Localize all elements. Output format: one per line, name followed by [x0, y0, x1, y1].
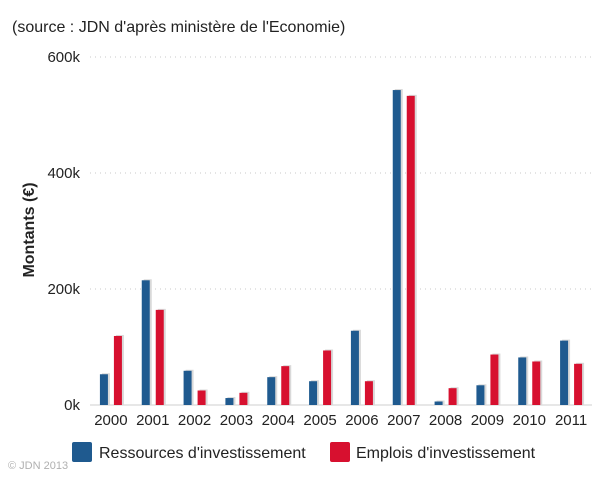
bar-ressources-2002 [183, 370, 192, 405]
x-tick-labels: 2000 2001 2002 2003 2004 2005 2006 2007 2008 2009… [94, 412, 587, 429]
legend: Ressources d'investissement Emplois d'inv… [72, 442, 536, 462]
x-tick-label: 2007 [387, 412, 420, 429]
bar-ressources-2007 [392, 90, 401, 405]
bar-emplois-2002 [197, 390, 206, 405]
legend-swatch [330, 442, 350, 462]
bar-emplois-2000 [113, 335, 122, 405]
x-tick-label: 2006 [345, 412, 378, 429]
y-tick-labels: 0k 200k 400k 600k [47, 49, 80, 414]
bar-ressources-2011 [560, 340, 569, 405]
x-tick-label: 2000 [94, 412, 127, 429]
x-tick-label: 2002 [178, 412, 211, 429]
bar-emplois-2001 [155, 309, 164, 405]
bar-ressources-2009 [476, 385, 485, 405]
bar-ressources-2000 [99, 374, 108, 405]
y-tick-label: 200k [47, 281, 80, 298]
bar-ressources-2005 [309, 381, 318, 405]
bar-emplois-2010 [532, 361, 541, 405]
x-tick-label: 2001 [136, 412, 169, 429]
x-tick-label: 2009 [471, 412, 504, 429]
bar-emplois-2007 [406, 95, 415, 406]
bar-emplois-2004 [281, 366, 290, 405]
x-tick-label: 2010 [513, 412, 546, 429]
x-tick-label: 2004 [262, 412, 295, 429]
y-tick-label: 600k [47, 49, 80, 66]
x-tick-label: 2003 [220, 412, 253, 429]
bar-ressources-2006 [350, 330, 359, 405]
legend-label: Emplois d'investissement [356, 445, 536, 462]
legend-label: Ressources d'investissement [99, 445, 306, 462]
bar-emplois-2003 [239, 392, 248, 405]
bar-emplois-2005 [323, 350, 332, 405]
bar-emplois-2008 [448, 388, 457, 405]
legend-swatch [72, 442, 92, 462]
gridlines [90, 56, 592, 406]
bar-emplois-2009 [490, 354, 499, 405]
bar-ressources-2004 [267, 377, 276, 405]
x-tick-label: 2008 [429, 412, 462, 429]
y-tick-label: 0k [64, 397, 80, 414]
bar-ressources-2001 [141, 280, 150, 405]
x-tick-label: 2005 [303, 412, 336, 429]
bar-emplois-2011 [574, 363, 583, 405]
y-axis-label: Montants (€) [21, 182, 38, 277]
bar-ressources-2008 [434, 401, 443, 405]
bar-ressources-2003 [225, 398, 234, 405]
bars [99, 89, 585, 406]
chart-subtitle: (source : JDN d'après ministère de l'Eco… [12, 19, 345, 36]
credit-text: © JDN 2013 [8, 460, 68, 472]
x-tick-label: 2011 [555, 412, 587, 429]
y-tick-label: 400k [47, 165, 80, 182]
bar-emplois-2006 [364, 381, 373, 405]
bar-ressources-2010 [518, 357, 527, 405]
